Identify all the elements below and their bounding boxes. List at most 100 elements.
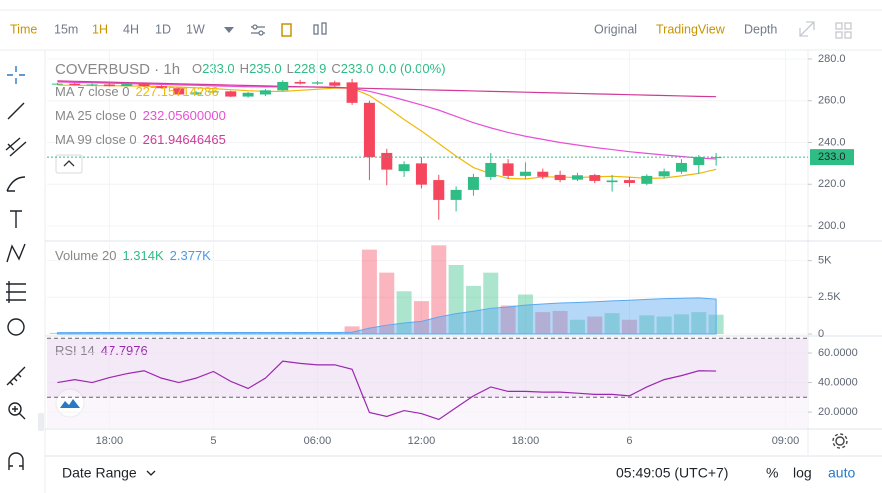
ma-line [57, 81, 717, 160]
volume-bar [639, 315, 655, 334]
volume-bar [275, 332, 291, 334]
auto-toggle[interactable]: auto [828, 465, 855, 481]
candle-body [381, 152, 393, 170]
text-tool[interactable] [10, 210, 22, 228]
volume-bar [292, 332, 308, 334]
date-range[interactable]: Date Range [62, 465, 137, 481]
percent-toggle[interactable]: % [766, 465, 778, 481]
ma-legend: MA 7 close 0 227.15714286 [55, 84, 219, 99]
volume-bar [188, 332, 204, 334]
volume-bar [569, 319, 585, 334]
interval-button[interactable]: 15m [54, 22, 78, 36]
chart-type-icon[interactable] [313, 22, 327, 35]
ma-line [57, 80, 717, 98]
candle-body [693, 157, 705, 166]
candle-body [675, 162, 687, 172]
rsi-title: RSI 14 [55, 343, 95, 358]
candle-body [571, 175, 583, 180]
crosshair-tool[interactable] [7, 66, 25, 84]
candle-body [623, 180, 635, 183]
interval-button[interactable]: 1H [92, 22, 108, 36]
zoom-tool[interactable] [8, 402, 26, 420]
volume-bar [465, 285, 481, 334]
log-toggle[interactable]: log [793, 465, 812, 481]
y-tick-label: 260.0 [818, 95, 846, 107]
y-tick-label: 5K [818, 255, 832, 267]
volume-bar [413, 301, 429, 334]
brush-tool[interactable] [6, 176, 26, 192]
y-tick-label: 0 [818, 328, 824, 340]
candle-body [225, 91, 237, 97]
logo [60, 399, 80, 408]
layout-icon[interactable] [835, 22, 852, 39]
volume-bar [153, 332, 169, 334]
candle-body [242, 92, 254, 97]
ma-name: MA 7 close 0 [55, 84, 129, 99]
sidebar-toggle[interactable] [38, 413, 44, 431]
candle-body [450, 189, 462, 200]
view-button[interactable]: Original [594, 22, 637, 36]
volume-bar [483, 272, 499, 334]
ma-line [57, 84, 717, 180]
candle-body [502, 163, 514, 176]
candle-body [554, 174, 566, 181]
interval-dropdown[interactable] [224, 27, 234, 33]
settings-icon[interactable] [251, 24, 265, 36]
x-tick-label: 06:00 [304, 435, 332, 447]
trend-line-tool[interactable] [7, 102, 25, 120]
volume-bar [691, 312, 707, 334]
volume-bar [673, 314, 689, 334]
magnet-tool[interactable] [8, 452, 24, 470]
candle-body [519, 171, 531, 176]
y-tick-label: 200.0 [818, 220, 846, 232]
candle-body [277, 81, 289, 91]
interval-button[interactable]: Time [10, 22, 37, 36]
volume-bar [535, 312, 551, 334]
volume-bar [500, 305, 516, 334]
volume-bar [431, 245, 447, 334]
volume-ma-area [56, 297, 717, 335]
parallel-tool[interactable] [5, 137, 27, 157]
view-button[interactable]: TradingView [656, 22, 726, 36]
view-button[interactable]: Depth [744, 22, 777, 36]
volume-bar [656, 316, 672, 334]
interval-button[interactable]: 1D [155, 22, 171, 36]
candle-body [311, 82, 323, 84]
ohlc-key: L [287, 61, 294, 76]
clock: 05:49:05 (UTC+7) [616, 465, 728, 481]
volume-bar [327, 332, 343, 334]
last-price-label: 233.0 [818, 151, 846, 163]
collapse-legend-button[interactable] [55, 154, 83, 174]
fullscreen-icon[interactable] [799, 21, 815, 37]
interval-button[interactable]: 4H [123, 22, 139, 36]
candle-body [155, 86, 167, 89]
indicator-icon[interactable] [281, 23, 292, 37]
candle-body [329, 82, 341, 86]
volume-title: Volume 20 [55, 248, 116, 263]
candle-body [51, 83, 63, 85]
fib-tool[interactable] [6, 281, 26, 303]
ruler-tool[interactable] [6, 366, 26, 386]
volume-bar [84, 332, 100, 334]
candle-body [658, 171, 670, 177]
settings-gear[interactable] [832, 433, 848, 449]
change: 0.0 (0.00%) [378, 61, 445, 76]
candle-body [86, 84, 98, 86]
candle-body [294, 81, 306, 84]
date-range-chevron[interactable] [146, 470, 156, 476]
logo-badge [55, 388, 85, 418]
volume-bar [257, 332, 273, 334]
interval-button[interactable]: 1W [186, 22, 205, 36]
emoji-tool[interactable] [7, 318, 25, 336]
drawing-tools [5, 66, 27, 470]
ohlc-key: O [192, 61, 202, 76]
candle-body [207, 91, 219, 93]
x-tick-label: 5 [210, 435, 216, 447]
candle-body [173, 88, 185, 95]
pattern-tool[interactable] [6, 243, 26, 263]
volume-bar [552, 310, 568, 334]
y-tick-label: 280.0 [818, 53, 846, 65]
ohlc-value: 228.9 [294, 61, 327, 76]
volume-bar [361, 249, 377, 334]
